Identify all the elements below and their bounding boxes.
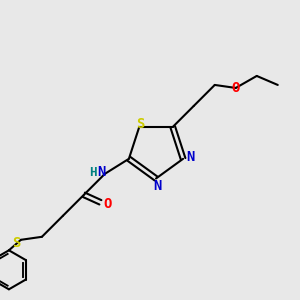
Text: N: N: [153, 179, 162, 193]
Text: O: O: [232, 81, 240, 95]
Text: S: S: [12, 236, 21, 250]
Text: N: N: [98, 165, 106, 179]
Text: H: H: [89, 166, 97, 179]
Text: O: O: [104, 197, 112, 211]
Text: S: S: [136, 117, 145, 131]
Text: N: N: [186, 150, 195, 164]
